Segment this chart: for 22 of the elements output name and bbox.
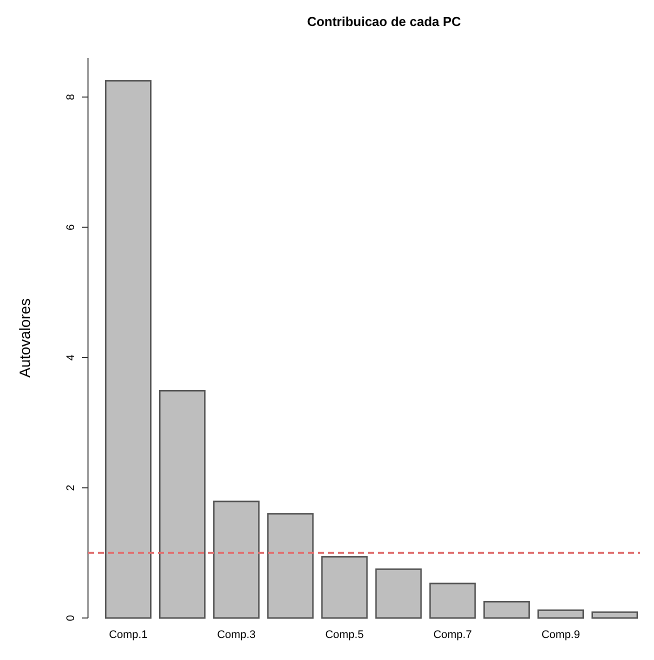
bar [267, 513, 314, 619]
bar [159, 390, 206, 619]
y-axis-title: Autovalores [17, 298, 34, 378]
y-tick-label: 4 [65, 354, 77, 361]
x-tick-label: Comp.1 [108, 629, 148, 641]
y-tick-label: 2 [65, 484, 77, 491]
y-tick-label: 6 [65, 224, 77, 230]
bar [321, 556, 368, 619]
x-tick-label: Comp.3 [217, 629, 256, 641]
bar [429, 582, 476, 619]
x-tick-label: Comp.5 [325, 629, 364, 641]
y-tick-label: 8 [65, 94, 77, 100]
bar [537, 609, 584, 619]
x-tick-label: Comp.7 [433, 629, 472, 641]
bar [104, 80, 152, 619]
y-tick-label: 0 [65, 614, 77, 622]
bar [591, 611, 638, 619]
bar [483, 600, 530, 619]
x-tick-label: Comp.9 [541, 629, 580, 641]
chart-title: Contribuicao de cada PC [307, 14, 462, 29]
bar [375, 568, 422, 619]
bar [213, 500, 260, 619]
